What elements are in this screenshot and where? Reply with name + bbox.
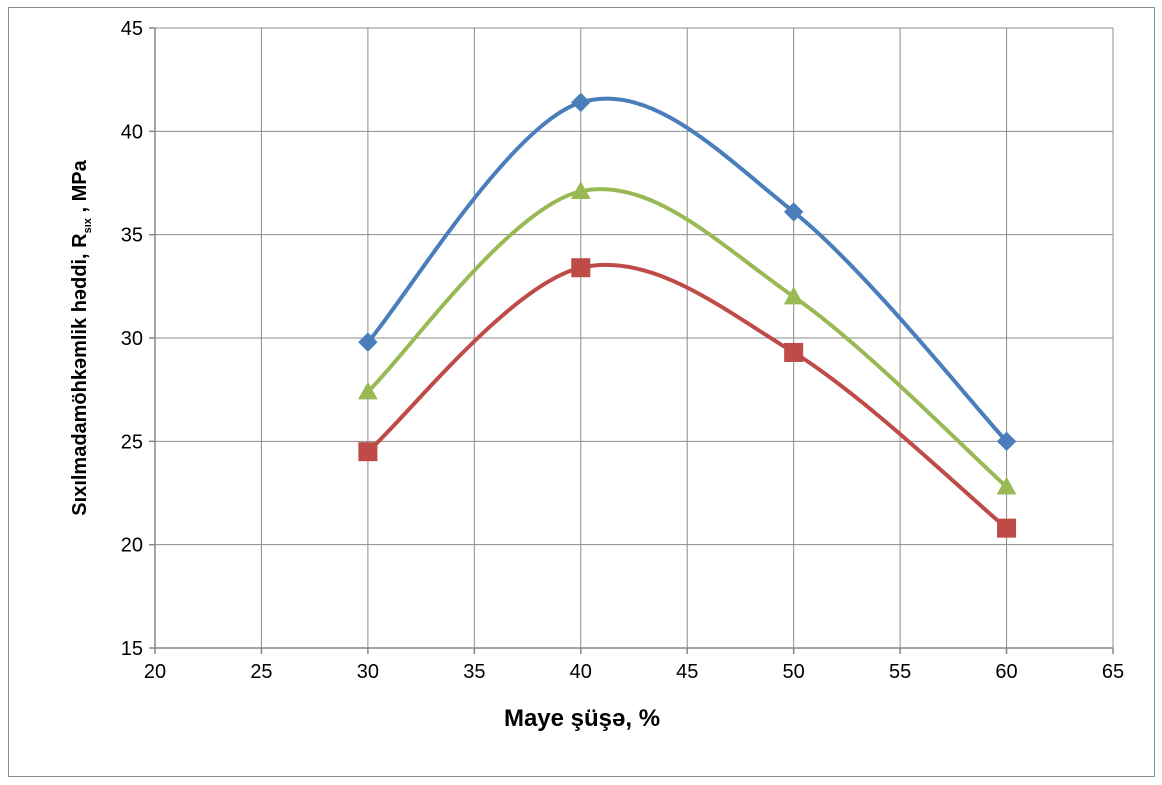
series-line-1	[365, 96, 1009, 444]
data-point-diamond	[358, 332, 378, 352]
data-point-triangle	[358, 381, 378, 400]
x-tick-label: 30	[357, 661, 379, 683]
series-lines	[365, 96, 1009, 531]
series-line-2	[365, 187, 1009, 489]
axes	[149, 27, 1114, 654]
series-markers	[358, 92, 1017, 538]
y-tick-label: 40	[121, 121, 143, 143]
x-tick-label: 25	[250, 661, 272, 683]
x-tick-label: 65	[1102, 661, 1124, 683]
data-point-square	[997, 518, 1017, 538]
data-point-triangle	[570, 181, 591, 199]
y-tick-label: 30	[121, 328, 143, 350]
data-point-diamond	[996, 431, 1017, 452]
x-axis-title: Maye şüşə, %	[504, 705, 660, 732]
x-tick-label: 60	[995, 661, 1017, 683]
x-tick-label: 55	[889, 661, 911, 683]
x-tick-label: 20	[144, 661, 166, 683]
data-point-triangle	[783, 286, 804, 305]
data-point-square	[784, 342, 804, 362]
y-axis-title: Sıxılmadamöhkəmlik həddi, Rsıx , MPa	[69, 159, 94, 515]
x-tick-label: 40	[570, 661, 592, 683]
x-tick-label: 50	[783, 661, 805, 683]
y-tick-label: 45	[121, 18, 143, 40]
data-point-triangle	[996, 476, 1017, 495]
x-tick-label: 45	[676, 661, 698, 683]
y-axis-title-main: Sıxılmadamöhkəmlik həddi, R	[69, 233, 91, 516]
data-point-square	[358, 442, 378, 462]
data-point-diamond	[783, 202, 804, 222]
grid	[154, 27, 1114, 649]
y-axis-title-subscript: sıx	[82, 217, 94, 233]
y-tick-label: 20	[121, 535, 143, 557]
data-point-diamond	[571, 92, 591, 113]
y-tick-label: 35	[121, 225, 143, 247]
x-tick-label: 35	[463, 661, 485, 683]
y-tick-label: 25	[121, 431, 143, 453]
y-tick-label: 15	[121, 638, 143, 660]
y-axis-title-unit: , MPa	[69, 159, 91, 218]
series-line-3	[365, 262, 1009, 531]
data-point-square	[571, 258, 591, 278]
